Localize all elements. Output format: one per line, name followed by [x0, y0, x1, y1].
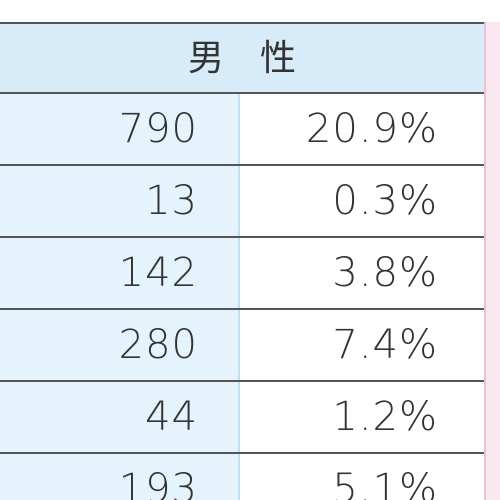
table-row: 13 0.3%	[0, 166, 484, 238]
count: 280	[118, 322, 198, 368]
percent: 3.8%	[332, 250, 438, 296]
table-row: 44 1.2%	[0, 382, 484, 454]
percent: 5.1%	[332, 466, 438, 500]
table-row: 280 7.4%	[0, 310, 484, 382]
count: 193	[118, 466, 198, 500]
count-cell	[0, 382, 240, 452]
header-row: 男 性	[0, 22, 484, 94]
table-row: 790 20.9%	[0, 94, 484, 166]
count: 790	[118, 106, 198, 152]
count-cell	[0, 166, 240, 236]
count: 142	[118, 250, 198, 296]
count-cell	[0, 454, 240, 500]
count: 13	[145, 178, 198, 224]
count: 44	[145, 394, 198, 440]
count-cell	[0, 94, 240, 164]
count-cell	[0, 238, 240, 308]
table-row: 142 3.8%	[0, 238, 484, 310]
percent: 7.4%	[332, 322, 438, 368]
next-column	[484, 22, 500, 500]
percent: 20.9%	[305, 106, 438, 152]
percent: 0.3%	[332, 178, 438, 224]
table-row: 193 5.1%	[0, 454, 484, 500]
percent: 1.2%	[332, 394, 438, 440]
count-cell	[0, 310, 240, 380]
header-text: 男 性	[187, 38, 296, 79]
